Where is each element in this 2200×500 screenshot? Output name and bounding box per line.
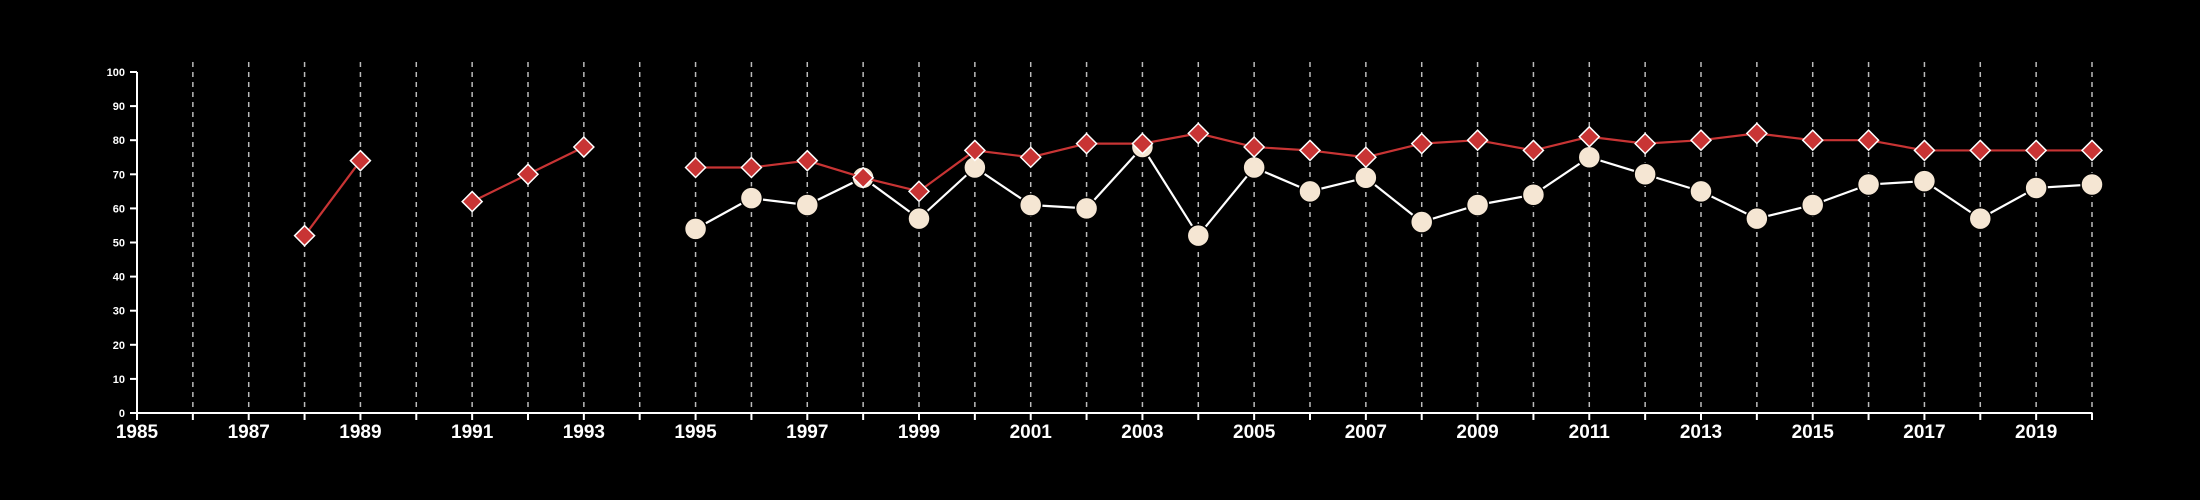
series-2-point-2016 [1857,129,1880,152]
x-tick-label-2019: 2019 [2015,422,2057,443]
series-2-point-2017 [1913,139,1936,162]
series-2-point-1989 [349,149,372,172]
series-2-point-1992 [516,163,540,186]
x-tick-label-1999: 1999 [898,422,940,443]
series-2-point-2005 [1243,135,1266,159]
x-tick-label-1989: 1989 [339,422,381,443]
series-1-point-2007 [1354,165,1378,190]
series-2-point-1991 [461,190,484,213]
series-2-point-2007 [1354,146,1377,169]
y-tick-label-30: 30 [113,306,125,318]
x-tick-label-2003: 2003 [1121,422,1163,443]
x-tick-label-2011: 2011 [1569,422,1611,443]
y-tick-label-0: 0 [119,408,125,420]
series-1-point-2010 [1521,183,1546,207]
series-1-point-2016 [1856,172,1881,197]
series-2-point-2003 [1131,132,1154,155]
series-1-point-2012 [1633,162,1657,187]
series-1-point-2019 [2024,176,2048,200]
series-1-point-2020 [2080,172,2104,197]
series-1-point-1996 [739,186,764,210]
x-tick-label-1993: 1993 [563,422,605,443]
y-tick-label-70: 70 [113,169,125,181]
series-2-point-2018 [1969,139,1992,162]
x-tick-label-1991: 1991 [451,422,494,443]
series-1-point-2015 [1800,193,1825,217]
series-1-point-2005 [1242,155,1266,180]
x-tick-label-2007: 2007 [1345,422,1387,443]
series-2-point-2002 [1075,132,1098,155]
series-1-point-1999 [907,206,931,231]
series-2-point-2013 [1689,129,1713,152]
series-2-point-1996 [740,156,763,179]
series-1-point-2018 [1968,206,1993,231]
series-1-point-2004 [1186,223,1211,248]
series-2-point-1999 [907,180,931,203]
x-tick-label-1997: 1997 [786,422,828,443]
series-2-point-2020 [2080,139,2104,162]
x-tick-label-2005: 2005 [1233,422,1276,443]
y-tick-label-10: 10 [113,374,125,386]
series-2-line-segment-1 [303,160,362,237]
series-1-point-2013 [1689,179,1713,204]
y-tick-label-60: 60 [113,203,125,215]
series-2-point-2008 [1410,132,1433,155]
series-1-point-1997 [795,193,820,217]
x-tick-label-2015: 2015 [1792,422,1835,443]
x-tick-label-2013: 2013 [1680,422,1722,443]
x-tick-label-1995: 1995 [674,422,717,443]
series-2-point-1993 [572,135,595,159]
series-2-point-2012 [1634,132,1657,155]
y-tick-label-20: 20 [113,340,125,352]
x-tick-label-2009: 2009 [1456,422,1498,443]
series-2-point-2014 [1745,122,1768,145]
y-tick-label-50: 50 [113,238,125,250]
series-2-point-2006 [1298,139,1322,162]
series-1-point-2008 [1409,210,1434,234]
series-1-point-2006 [1298,179,1322,204]
tick-labels: 0 10 20 30 40 50 60 70 80 90 100 1985 1987 1989 1991 19… [107,67,2058,443]
grid-lines [192,62,2093,413]
series-1-point-2011 [1577,145,1602,169]
y-tick-label-90: 90 [113,101,125,113]
series-2-point-2001 [1019,146,1042,169]
series-1-point-2009 [1465,193,1490,217]
series-2-point-2000 [963,139,986,162]
y-tick-label-100: 100 [107,67,125,79]
series-2-point-1998 [852,166,875,189]
series-1-point-2002 [1074,196,1099,221]
series-2-point-2011 [1578,125,1601,148]
axes [130,71,2093,420]
series-1-circle [683,135,2104,248]
y-tick-label-80: 80 [113,135,125,147]
series-2-point-2004 [1187,122,1210,145]
series-1-point-1995 [683,217,708,241]
series-1-point-2001 [1018,193,1043,217]
series-2-point-2009 [1466,129,1489,152]
series-2-point-2015 [1801,129,1824,152]
series-2-point-1988 [293,224,316,247]
series [293,122,2104,248]
series-1-point-2014 [1745,206,1769,231]
x-tick-label-1987: 1987 [228,422,270,443]
series-2-point-2019 [2025,139,2048,162]
x-tick-label-2001: 2001 [1010,422,1053,443]
series-2-point-1997 [796,149,819,172]
series-2-point-1995 [684,156,707,179]
series-2-diamond [293,122,2104,247]
series-1-point-2017 [1912,169,1937,193]
x-tick-label-1985: 1985 [116,422,159,443]
series-2-point-2010 [1522,139,1545,162]
x-tick-label-2017: 2017 [1903,422,1945,443]
y-tick-label-40: 40 [113,272,125,284]
